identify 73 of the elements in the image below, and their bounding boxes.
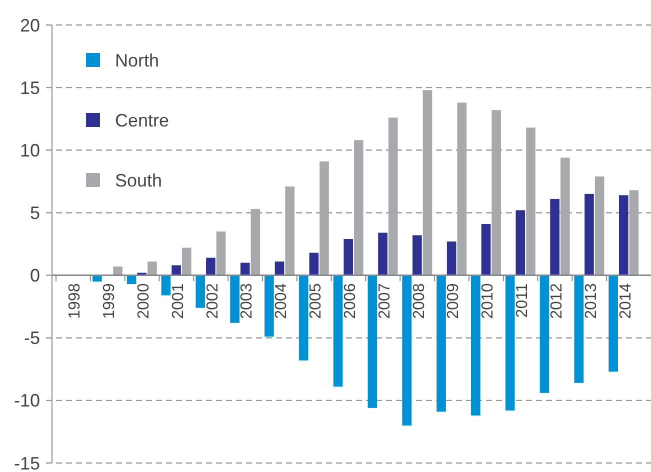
y-tick-label: -10 — [14, 390, 40, 411]
y-tick-label: 20 — [20, 15, 40, 36]
bar — [368, 275, 378, 408]
y-tick-label: 15 — [20, 78, 40, 98]
x-tick-label: 2002 — [204, 283, 222, 319]
bar — [560, 158, 570, 276]
x-tick-label: 2008 — [410, 283, 428, 319]
bar — [206, 258, 216, 276]
bar — [274, 262, 284, 276]
x-tick-label: 2006 — [342, 283, 359, 319]
legend-label: Centre — [115, 110, 170, 130]
bar — [457, 102, 467, 276]
bar — [492, 110, 501, 276]
bar — [378, 232, 388, 276]
bar — [618, 195, 628, 276]
bar — [172, 265, 181, 276]
x-tick-label: 2013 — [582, 283, 600, 319]
y-tick-label: -15 — [14, 453, 40, 472]
bar — [446, 241, 456, 276]
legend-label: South — [115, 170, 162, 190]
y-tick-label: -5 — [24, 328, 40, 348]
bar — [92, 275, 102, 282]
x-tick-label: 2010 — [480, 283, 497, 319]
bar — [309, 252, 319, 276]
x-tick-label: 2001 — [170, 283, 187, 319]
x-tick-label: 2012 — [548, 283, 566, 319]
bar — [230, 275, 240, 323]
bar — [320, 161, 329, 276]
bar — [344, 238, 354, 276]
y-tick-label: 10 — [20, 140, 40, 160]
bar — [216, 231, 226, 276]
bar — [629, 190, 639, 276]
x-tick-label: 2011 — [514, 283, 532, 318]
bar — [388, 118, 398, 276]
x-tick-label: 2009 — [445, 283, 462, 319]
bar — [574, 275, 584, 383]
x-tick-label: 2000 — [135, 283, 152, 319]
bar — [113, 266, 122, 276]
bar — [584, 194, 594, 276]
bar — [402, 275, 412, 426]
bar — [481, 224, 491, 276]
bar — [471, 275, 480, 416]
bar — [333, 275, 343, 387]
x-tick-label: 2007 — [376, 283, 394, 319]
y-tick-label: 5 — [30, 203, 40, 224]
bar — [412, 235, 422, 276]
x-tick-label: 2003 — [238, 283, 256, 319]
bar — [161, 275, 171, 296]
bar — [298, 275, 308, 360]
legend-label: North — [115, 50, 160, 70]
bar — [550, 198, 560, 276]
bar — [196, 275, 206, 308]
bar — [505, 275, 515, 410]
bar — [148, 262, 157, 276]
bar — [422, 90, 432, 276]
bar — [264, 275, 274, 337]
x-tick-label: 2014 — [617, 283, 634, 319]
bar — [285, 186, 295, 276]
bar — [608, 275, 618, 372]
bar — [182, 248, 192, 276]
x-tick-label: 2005 — [308, 283, 325, 319]
bar — [250, 208, 260, 276]
x-tick-label: 2004 — [273, 283, 290, 319]
bar — [540, 275, 550, 393]
bar — [594, 176, 604, 276]
bar — [436, 275, 446, 412]
bar — [354, 140, 364, 276]
x-tick-label: 1999 — [101, 283, 118, 319]
bar — [516, 210, 526, 276]
bar — [526, 128, 536, 276]
bar — [240, 262, 250, 276]
x-tick-label: 1998 — [66, 283, 84, 319]
y-tick-label: 0 — [30, 266, 40, 286]
